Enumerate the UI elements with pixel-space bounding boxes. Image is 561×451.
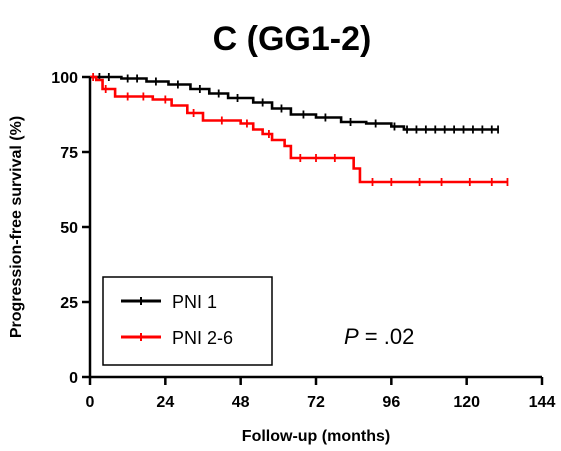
y-tick-label: 0 [69,370,78,387]
legend-label-pni-1: PNI 1 [172,292,217,312]
p-value-annotation: P = .02 [344,324,414,349]
x-tick-label: 24 [156,394,174,411]
y-tick-label: 75 [60,145,78,162]
p-value-text: = .02 [359,324,415,349]
survival-curve-pni-1 [90,75,499,131]
legend: PNI 1 PNI 2-6 [102,276,273,366]
y-tick-label: 25 [60,295,78,312]
legend-label-pni-2-6: PNI 2-6 [172,328,233,348]
legend-box [102,276,273,366]
p-value-symbol: P [344,324,359,349]
y-axis-label: Progression-free survival (%) [8,116,25,338]
y-tick-label: 50 [60,220,78,237]
y-axis-ticks: 0 25 50 75 100 [51,70,90,387]
x-axis-ticks: 0 24 48 72 96 120 144 [86,377,556,411]
x-tick-label: 144 [529,394,556,411]
x-tick-label: 0 [86,394,95,411]
x-tick-label: 96 [382,394,400,411]
x-tick-label: 48 [232,394,250,411]
survival-curve-pni-2-6 [90,75,508,184]
y-tick-label: 100 [51,70,78,87]
chart-title: C (GG1-2) [213,20,372,58]
x-axis-label: Follow-up (months) [242,428,390,445]
plot-area [90,73,509,186]
x-tick-label: 72 [307,394,325,411]
x-tick-label: 120 [453,394,480,411]
